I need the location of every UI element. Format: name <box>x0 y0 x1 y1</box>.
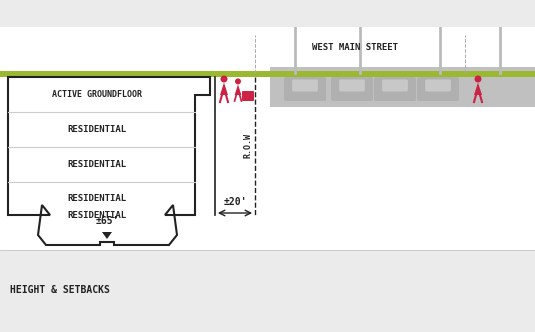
Ellipse shape <box>352 0 404 8</box>
Circle shape <box>220 75 227 82</box>
Text: ±65': ±65' <box>95 216 119 226</box>
Polygon shape <box>102 232 112 239</box>
FancyBboxPatch shape <box>425 79 451 92</box>
Circle shape <box>235 78 241 84</box>
Circle shape <box>475 75 482 82</box>
Text: RESIDENTIAL: RESIDENTIAL <box>67 125 126 134</box>
Bar <box>0 27 535 250</box>
Bar <box>0 250 535 305</box>
Ellipse shape <box>285 0 344 6</box>
FancyBboxPatch shape <box>284 77 326 101</box>
Text: HEIGHT & SETBACKS: HEIGHT & SETBACKS <box>10 285 110 295</box>
Bar <box>0 71 535 77</box>
FancyBboxPatch shape <box>242 91 254 101</box>
Text: R.O.W: R.O.W <box>243 133 253 158</box>
Ellipse shape <box>485 0 535 6</box>
Polygon shape <box>8 77 210 245</box>
FancyBboxPatch shape <box>292 79 318 92</box>
Text: ACTIVE GROUNDFLOOR: ACTIVE GROUNDFLOOR <box>51 90 141 99</box>
Polygon shape <box>220 82 228 95</box>
FancyBboxPatch shape <box>382 79 408 92</box>
Polygon shape <box>474 82 482 95</box>
Text: RESIDENTIAL: RESIDENTIAL <box>67 194 126 203</box>
Text: RESIDENTIAL: RESIDENTIAL <box>67 210 126 219</box>
Polygon shape <box>8 77 210 112</box>
Text: WEST MAIN STREET: WEST MAIN STREET <box>312 42 398 51</box>
Ellipse shape <box>343 0 393 5</box>
Polygon shape <box>235 84 241 95</box>
Ellipse shape <box>331 0 386 5</box>
Text: RESIDENTIAL: RESIDENTIAL <box>67 160 126 169</box>
FancyBboxPatch shape <box>339 79 365 92</box>
Ellipse shape <box>336 0 391 5</box>
Bar <box>270 67 535 107</box>
FancyBboxPatch shape <box>417 77 459 101</box>
FancyBboxPatch shape <box>331 77 373 101</box>
Text: ±20': ±20' <box>223 197 247 207</box>
FancyBboxPatch shape <box>374 77 416 101</box>
